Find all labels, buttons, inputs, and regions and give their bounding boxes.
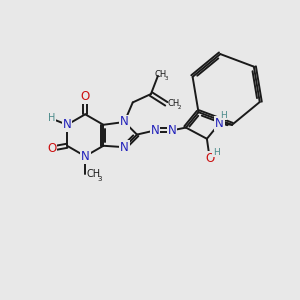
Text: H: H <box>213 148 220 157</box>
Text: H: H <box>220 111 226 120</box>
Text: CH: CH <box>168 99 180 108</box>
Text: 3: 3 <box>98 176 102 182</box>
Text: N: N <box>81 150 90 163</box>
Text: N: N <box>120 116 129 128</box>
Text: 2: 2 <box>177 105 181 110</box>
Text: CH: CH <box>155 70 167 79</box>
Text: O: O <box>47 142 56 155</box>
Text: 3: 3 <box>164 76 168 81</box>
Text: N: N <box>151 124 160 137</box>
Text: N: N <box>63 118 71 131</box>
Text: N: N <box>120 141 129 154</box>
Text: H: H <box>48 113 55 123</box>
Text: N: N <box>167 124 176 137</box>
Text: O: O <box>81 90 90 103</box>
Text: CH: CH <box>87 169 101 179</box>
Text: O: O <box>205 152 214 165</box>
Text: N: N <box>215 117 224 130</box>
